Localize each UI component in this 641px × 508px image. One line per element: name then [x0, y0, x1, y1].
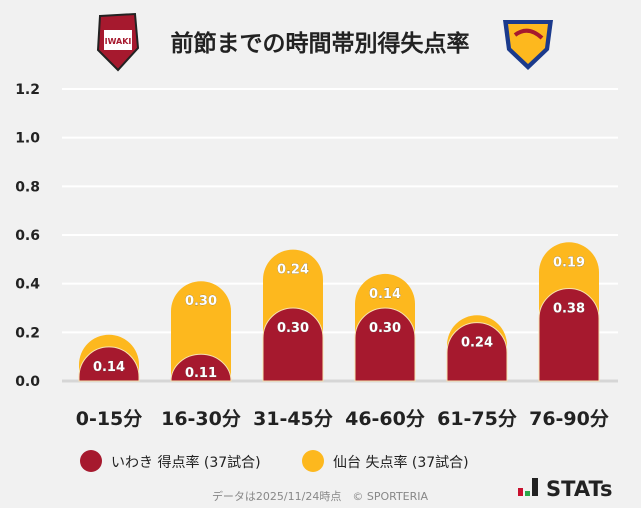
bar-iwaki: [538, 288, 600, 382]
x-category-label: 0-15分: [76, 408, 143, 430]
bar-sendai: [171, 281, 232, 381]
y-tick-label: 0.0: [15, 374, 40, 390]
value-label-iwaki: 0.30: [369, 321, 401, 336]
bar-iwaki: [170, 353, 232, 382]
x-category-label: 61-75分: [437, 408, 517, 430]
value-label-sendai: 0.14: [369, 287, 401, 302]
value-label-sendai: 0.30: [185, 294, 217, 309]
iwaki-logo: IWAKI: [96, 12, 140, 72]
value-label-sendai: 0.19: [553, 255, 585, 270]
x-category-label: 46-60分: [345, 408, 425, 430]
stats-brand: STATs: [546, 477, 612, 501]
y-tick-label: 1.0: [15, 131, 40, 147]
value-label-iwaki: 0.38: [553, 302, 585, 317]
legend-swatch-sendai: [302, 450, 324, 472]
svg-text:IWAKI: IWAKI: [105, 37, 132, 46]
bar-iwaki: [78, 346, 140, 382]
x-category-label: 16-30分: [161, 408, 241, 430]
value-label-iwaki: 0.30: [277, 321, 309, 336]
value-label-iwaki: 0.24: [461, 336, 493, 351]
legend: いわき 得点率 (37試合) 仙台 失点率 (37試合): [80, 450, 469, 472]
x-category-label: 31-45分: [253, 408, 333, 430]
vegalta-logo: [503, 20, 553, 70]
y-tick-label: 0.8: [15, 179, 40, 195]
bar-iwaki: [354, 307, 416, 382]
x-category-label: 76-90分: [529, 408, 609, 430]
footer-note: データは2025/11/24時点 © SPORTERIA: [212, 489, 429, 503]
value-label-iwaki: 0.14: [93, 360, 125, 375]
legend-label-iwaki: いわき 得点率 (37試合): [111, 454, 261, 471]
y-tick-label: 0.4: [15, 277, 40, 293]
chart-title: 前節までの時間帯別得失点率: [171, 30, 470, 57]
y-tick-label: 0.2: [15, 325, 40, 341]
value-label-sendai: 0.24: [277, 263, 309, 278]
bar-iwaki: [262, 307, 324, 382]
value-label-iwaki: 0.11: [185, 366, 217, 381]
legend-label-sendai: 仙台 失点率 (37試合): [333, 454, 469, 471]
legend-swatch-iwaki: [80, 450, 102, 472]
stats-logo-icon: [518, 478, 538, 496]
y-tick-label: 0.6: [15, 228, 40, 244]
y-tick-label: 1.2: [15, 82, 40, 98]
bar-iwaki: [446, 322, 508, 382]
